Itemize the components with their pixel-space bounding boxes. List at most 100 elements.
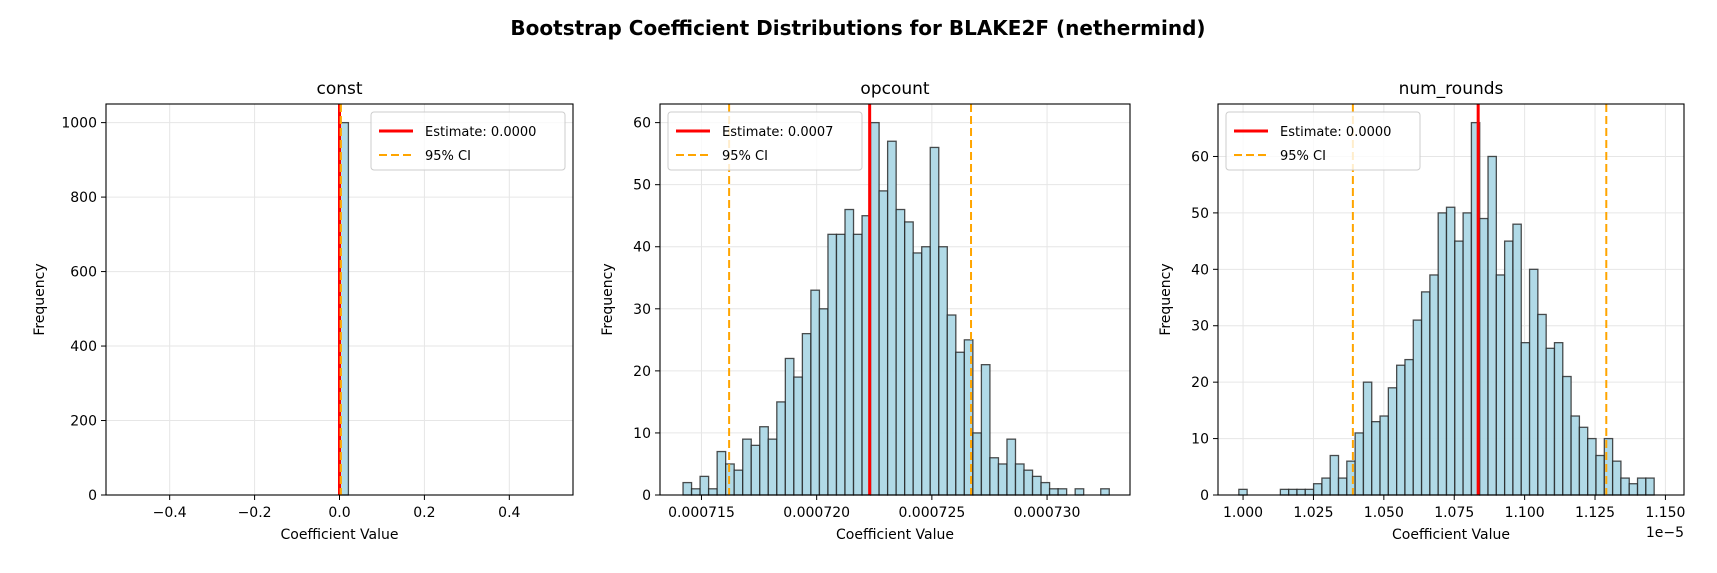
- x-axis-label: Coefficient Value: [1392, 527, 1510, 543]
- histogram-bar: [801, 332, 812, 496]
- histogram-bar: [972, 432, 983, 496]
- histogram-bar: [1031, 475, 1042, 496]
- histogram-bar: [793, 376, 804, 496]
- histogram-bar: [1279, 488, 1290, 496]
- histogram-bar: [1040, 481, 1051, 496]
- panel-title: const: [316, 79, 362, 99]
- x-tick-label: 1.075: [1434, 505, 1474, 521]
- histogram-bar: [1354, 432, 1365, 496]
- legend: Estimate: 0.0000 95% CI: [370, 111, 566, 171]
- histogram-bar: [844, 208, 855, 496]
- histogram-bar: [1379, 415, 1390, 496]
- x-tick-label: 1.150: [1645, 505, 1685, 521]
- histogram-bar: [1238, 488, 1248, 496]
- histogram-bar: [1512, 223, 1522, 496]
- histogram-bar: [742, 438, 752, 496]
- y-tick-label: 30: [633, 302, 651, 318]
- histogram-bar: [1553, 342, 1564, 496]
- histogram-bar: [1445, 206, 1456, 496]
- histogram-bar: [1321, 477, 1331, 496]
- histogram-bar: [1487, 155, 1497, 496]
- histogram-bar: [1479, 217, 1489, 496]
- legend-ci-label: 95% CI: [1280, 149, 1326, 164]
- histogram-bar: [1412, 319, 1423, 496]
- histogram-bar: [989, 457, 1000, 496]
- y-tick-label: 40: [1191, 262, 1209, 278]
- axes-frame: [659, 103, 1131, 496]
- histogram-bar: [827, 233, 838, 496]
- histogram-bar: [1074, 488, 1085, 496]
- histogram-bar: [869, 121, 880, 496]
- histogram-bar: [1387, 387, 1398, 496]
- figure-title: Bootstrap Coefficient Distributions for …: [510, 16, 1205, 40]
- histogram-bar: [1611, 460, 1622, 496]
- histogram-bar: [767, 438, 778, 496]
- legend-ci-label: 95% CI: [425, 149, 471, 164]
- histogram-bar: [1404, 358, 1414, 496]
- histogram-bar: [912, 252, 923, 496]
- panel-const: −0.4 −0.2 0.0 0.2 0.4 0 200 400 600 800 1000 const C…: [32, 79, 574, 543]
- y-tick-label: 60: [633, 116, 651, 132]
- y-axis-label: Frequency: [32, 263, 48, 335]
- panel-title: opcount: [860, 79, 929, 99]
- histogram-bar: [980, 364, 991, 496]
- histogram-bar: [759, 426, 769, 496]
- histogram-bar: [1545, 347, 1556, 496]
- histogram-bar: [1429, 274, 1439, 496]
- x-offset-label: 1e−5: [1646, 525, 1684, 541]
- histogram-bar: [997, 463, 1008, 496]
- histogram-bar: [895, 208, 906, 496]
- y-tick-label: 0: [1200, 488, 1209, 504]
- histogram-bar: [733, 469, 744, 496]
- histogram-bar: [1048, 488, 1059, 496]
- histogram-bar: [1288, 488, 1298, 496]
- histogram-bar: [1537, 313, 1547, 496]
- histogram-bar: [1495, 274, 1506, 496]
- histogram-bar: [776, 401, 786, 496]
- histogram-bar: [1437, 212, 1448, 496]
- histogram-bar: [835, 233, 846, 496]
- y-tick-label: 0: [88, 488, 97, 504]
- histogram-bar: [886, 140, 897, 496]
- x-tick-label: 1.125: [1575, 505, 1615, 521]
- y-tick-label: 200: [70, 414, 97, 430]
- histogram-bar: [955, 351, 965, 496]
- histogram-bar: [716, 450, 727, 496]
- y-axis-label: Frequency: [600, 263, 616, 335]
- y-tick-label: 400: [70, 339, 97, 355]
- legend: Estimate: 0.0007 95% CI: [667, 111, 863, 171]
- y-tick-label: 20: [633, 364, 651, 380]
- y-tick-label: 60: [1191, 149, 1209, 165]
- histogram-bar: [784, 357, 795, 496]
- legend-estimate-label: Estimate: 0.0000: [1280, 125, 1391, 140]
- histogram-bar: [1014, 463, 1025, 496]
- x-tick-label: −0.4: [153, 505, 187, 521]
- x-tick-label: 0.000725: [898, 505, 965, 521]
- histogram-bar: [1587, 437, 1597, 496]
- histogram-bar: [1057, 488, 1068, 496]
- histogram-bar: [1396, 364, 1406, 496]
- histogram-bar: [810, 289, 821, 496]
- histogram-bar: [707, 488, 718, 496]
- histogram-bar: [1645, 477, 1655, 496]
- legend-box: [667, 111, 863, 171]
- legend: Estimate: 0.0000 95% CI: [1225, 111, 1421, 171]
- x-tick-label: 1.050: [1364, 505, 1404, 521]
- histogram-bar: [818, 308, 829, 496]
- histogram-bar: [1462, 212, 1473, 496]
- x-tick-label: 1.000: [1223, 505, 1263, 521]
- histogram-bar: [1006, 438, 1017, 496]
- histogram-bar: [1562, 375, 1572, 496]
- y-tick-label: 10: [633, 426, 651, 442]
- legend-ci-label: 95% CI: [722, 149, 768, 164]
- histogram-bar: [1503, 240, 1514, 496]
- histogram-bar: [1578, 426, 1589, 496]
- histogram-bar: [750, 444, 761, 496]
- x-tick-label: 0.0: [328, 505, 350, 521]
- y-tick-label: 50: [633, 178, 651, 194]
- histogram-bar: [1420, 291, 1431, 496]
- histogram-bar: [904, 221, 914, 496]
- histogram-bar: [946, 314, 957, 496]
- y-tick-label: 0: [642, 488, 651, 504]
